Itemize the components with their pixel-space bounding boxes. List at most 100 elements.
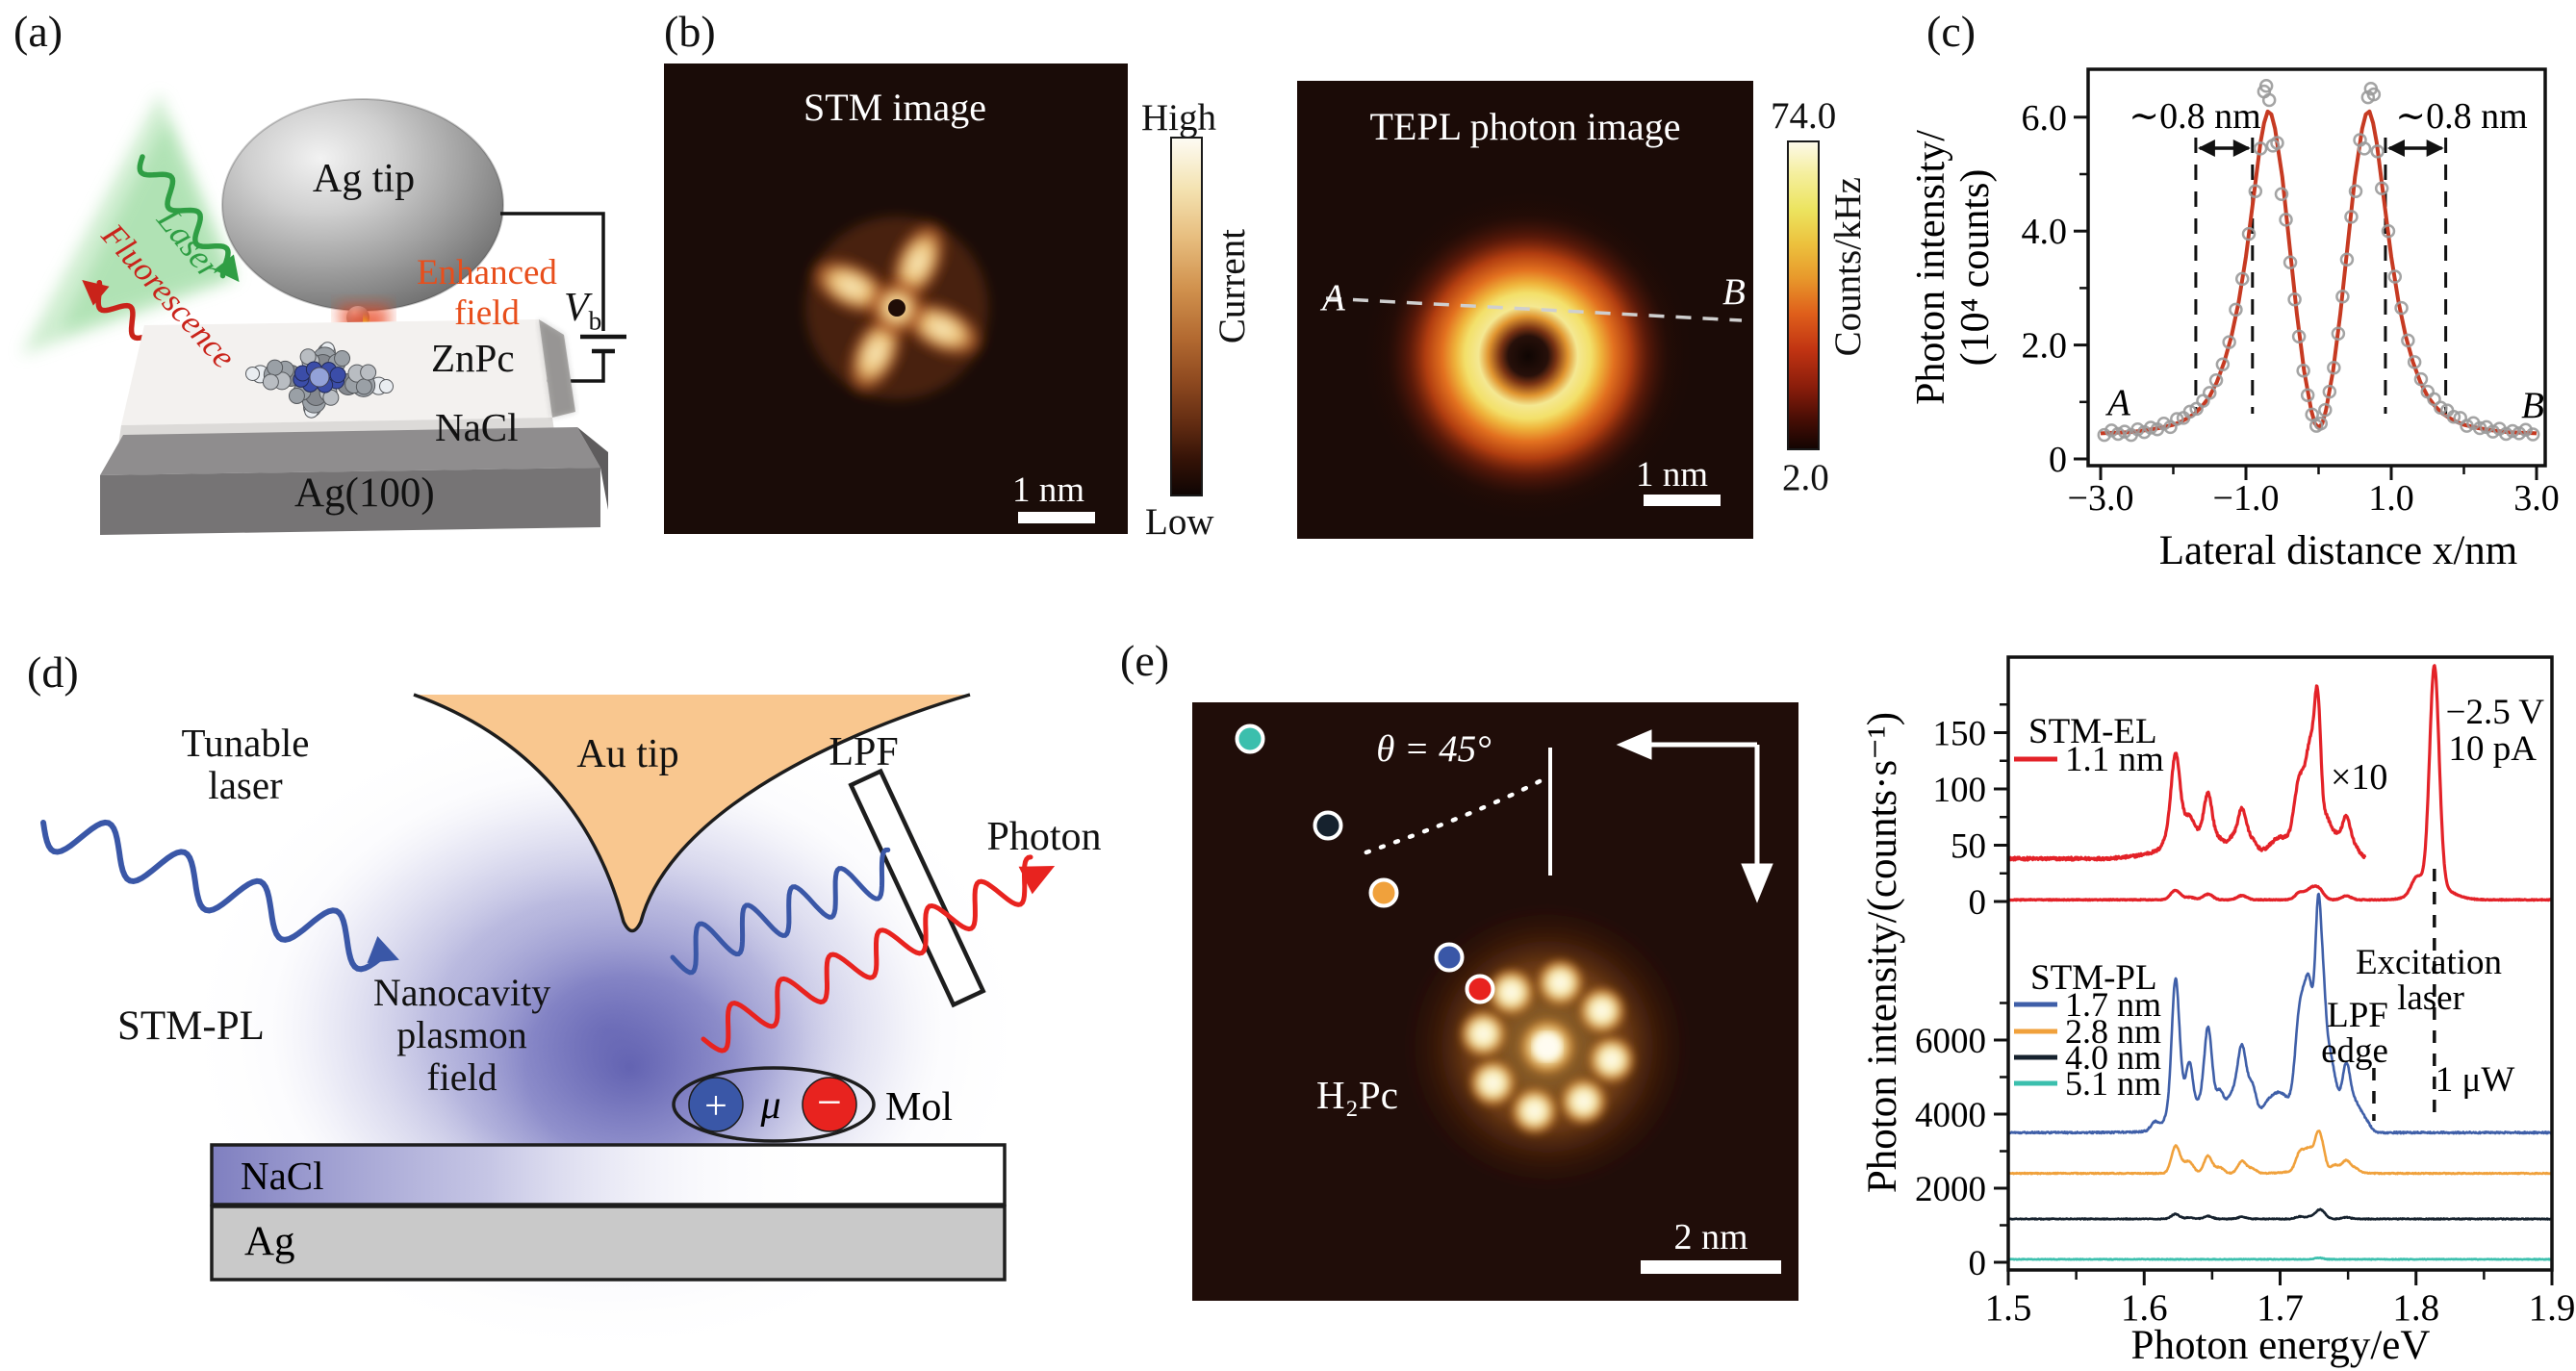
bias-annotation: −2.5 V (2446, 693, 2545, 732)
znpc-stm-cross (805, 216, 988, 399)
h2pc-overlay: θ = 45° H₂Pc 2 nm (1235, 724, 1781, 1274)
nacl-label-a: NaCl (435, 405, 519, 449)
mol-label: Mol (885, 1085, 953, 1130)
spectra-xlabel: Photon energy/eV (2131, 1323, 2431, 1368)
panel-d-illustration: + − μ Mol NaCl Ag (40, 693, 1056, 1361)
panel-d-tag: (d) (27, 647, 79, 697)
profile-span-label-left: ∼0.8 nm (2129, 96, 2260, 137)
znpc-molecule-illustration (245, 342, 394, 419)
svg-text:100: 100 (1933, 771, 1987, 810)
svg-text:0: 0 (1969, 883, 1987, 923)
svg-text:0: 0 (1969, 1244, 1987, 1283)
profile-xlabel: Lateral distance x/nm (2159, 528, 2518, 573)
excitation-label-2: laser (2397, 978, 2464, 1018)
h2pc-scalebar (1641, 1260, 1781, 1274)
spectra-ylabel: Photon intensity/(counts·s⁻¹) (1860, 712, 1905, 1193)
pl-legend-entry-1: 1.7 nm (2065, 985, 2161, 1024)
tunable-laser-label-2: laser (208, 763, 283, 807)
el-legend-entry: 1.1 nm (2065, 740, 2164, 779)
el-legend-title: STM-EL (2028, 712, 2157, 751)
nanocavity-label-1: Nanocavity (372, 971, 551, 1014)
tip-position-markers (1235, 724, 1495, 1004)
dipole-minus-charge (802, 1077, 857, 1132)
svg-text:1.8: 1.8 (2392, 1287, 2439, 1329)
tepl-donut (1363, 190, 1694, 521)
laser-beam-cone (21, 93, 238, 355)
dipole-plus-charge (688, 1077, 744, 1132)
photon-label: Photon (986, 815, 1102, 859)
tepl-image-title: TEPL photon image (1369, 105, 1681, 148)
counts-colorbar (1787, 140, 1820, 450)
profile-ylabel-line2: (10⁴ counts) (1953, 169, 1998, 367)
profile-dashed-guides (2194, 138, 2448, 414)
tepl-overlay: A B (1319, 190, 1746, 521)
au-tip-label: Au tip (576, 732, 679, 776)
plus-sign: + (704, 1084, 727, 1129)
line-profile-chart: −3.0 −1.0 1.0 3.0 0 2.0 4.0 6.0 Photon intensit… (1909, 67, 2560, 573)
point-a-label: A (1319, 277, 1345, 318)
scan-direction-arrows (1616, 729, 1773, 903)
svg-text:3.0: 3.0 (2513, 478, 2560, 519)
marker-1.7nm (1434, 942, 1465, 973)
dipole-moment-mu: μ (759, 1083, 780, 1128)
profile-fit-curve (2100, 109, 2538, 436)
stm-scalebar-label: 1 nm (1012, 470, 1085, 510)
profile-endpoint-a: A (2104, 382, 2130, 423)
point-b-label: B (1722, 271, 1746, 313)
svg-text:150: 150 (1933, 715, 1987, 754)
svg-text:1.7: 1.7 (2257, 1287, 2304, 1329)
colorbar1-axis-label: Current (1211, 229, 1253, 344)
svg-text:4.0: 4.0 (2022, 212, 2068, 252)
enhanced-field-label-1: Enhanced (417, 253, 557, 292)
ag-label-d: Ag (244, 1219, 295, 1264)
pl-legend-entry-4: 5.1 nm (2065, 1064, 2161, 1103)
spectra-chart: 1.5 1.6 1.7 1.8 1.9 0 50 100 150 0 2000 4000 6000 Ph… (1860, 655, 2576, 1368)
enhanced-field-label-2: field (454, 293, 520, 333)
panel-c-tag: (c) (1926, 7, 1977, 56)
tepl-scalebar-label: 1 nm (1636, 455, 1709, 495)
au-tip-shape (413, 693, 971, 933)
nacl-layer-d: NaCl (210, 1143, 1007, 1206)
power-annotation: 1 μW (2436, 1060, 2515, 1100)
nanocavity-label-3: field (426, 1055, 497, 1099)
stm-pl-label: STM-PL (117, 1003, 265, 1049)
multiplier-annotation: ×10 (2331, 757, 2387, 798)
stm-molecule-overlay (805, 216, 988, 399)
svg-text:1.5: 1.5 (1985, 1287, 2032, 1329)
svg-text:2.0: 2.0 (2022, 326, 2068, 367)
marker-4.0nm (1313, 810, 1343, 841)
profile-span-label-right: ∼0.8 nm (2395, 96, 2527, 137)
spectra-curves (2006, 664, 2553, 1261)
profile-endpoint-b: B (2521, 385, 2544, 426)
h2pc-label: H₂Pc (1316, 1073, 1398, 1117)
current-annotation: 10 pA (2449, 729, 2538, 769)
photon-wavy-arrows (40, 819, 1056, 1054)
colorbar2-axis-label: Counts/kHz (1827, 177, 1869, 357)
ag100-block (100, 427, 608, 535)
spectra-dashed-guides (2372, 869, 2436, 1121)
svg-text:4000: 4000 (1915, 1096, 1986, 1135)
profile-plot-frame (2086, 67, 2547, 468)
long-pass-filter (848, 768, 986, 1008)
colorbar2-max-value: 74.0 (1771, 95, 1837, 137)
ag-layer-d: Ag (210, 1205, 1007, 1282)
ag-tip-label: Ag tip (312, 157, 416, 201)
angle-arc-dotted (1358, 778, 1543, 857)
svg-text:−1.0: −1.0 (2213, 478, 2280, 519)
profile-annotations (2197, 140, 2444, 157)
lpf-edge-label-2: edge (2321, 1031, 2388, 1071)
svg-text:0: 0 (2049, 440, 2067, 480)
panel-b-tag: (b) (664, 7, 716, 56)
svg-text:6.0: 6.0 (2022, 98, 2068, 139)
lpf-edge-label-1: LPF (2327, 996, 2388, 1035)
panel-e-tag: (e) (1120, 636, 1170, 685)
colorbar2-min-value: 2.0 (1782, 457, 1829, 498)
colorbar1-high-label: High (1141, 97, 1216, 139)
svg-text:1.9: 1.9 (2529, 1287, 2576, 1329)
lpf-label: LPF (829, 730, 899, 774)
pl-legend-entry-3: 4.0 nm (2065, 1038, 2161, 1077)
minus-sign: − (817, 1078, 842, 1127)
spectra-axis-ticks: 1.5 1.6 1.7 1.8 1.9 0 50 100 150 0 2000 4000 6000 (1915, 703, 2576, 1329)
znpc-label: ZnPc (431, 336, 515, 380)
